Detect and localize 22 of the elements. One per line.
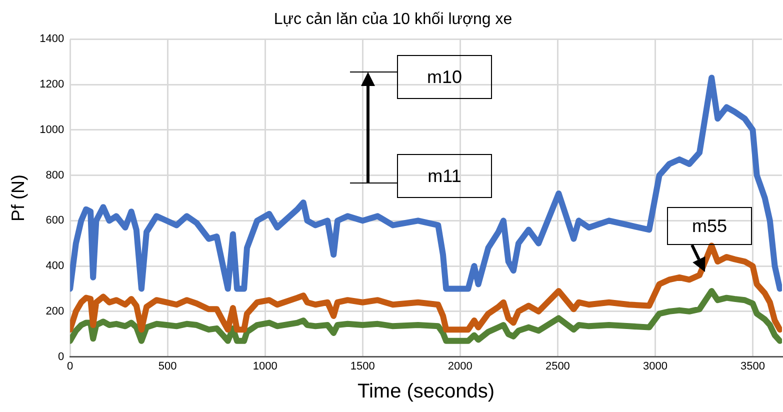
x-tick-label: 3500 — [740, 360, 765, 372]
chart-title: Lực cản lăn của 10 khối lượng xe — [274, 11, 512, 28]
y-tick-label: 1000 — [40, 124, 64, 136]
annotation: m10 — [397, 55, 492, 99]
y-tick-label: 1200 — [40, 78, 64, 91]
y-tick-label: 1400 — [40, 33, 64, 46]
x-tick-label: 2500 — [545, 360, 570, 372]
x-tick-label: 1500 — [350, 360, 375, 372]
y-axis-title: Pf (N) — [8, 174, 28, 222]
x-tick-label: 3000 — [642, 360, 668, 372]
y-tick-label: 400 — [46, 260, 64, 272]
annotation: m55 — [667, 207, 752, 245]
x-tick-label: 500 — [158, 360, 177, 372]
y-tick-label: 200 — [46, 305, 64, 318]
y-tick-label: 600 — [46, 214, 64, 227]
y-tick-label: 800 — [46, 169, 64, 182]
x-axis-title: Time (seconds) — [357, 380, 495, 403]
x-tick-label: 2000 — [448, 360, 472, 372]
annotation: m11 — [397, 154, 492, 198]
x-tick-label: 1000 — [252, 360, 278, 372]
x-tick-label: 0 — [67, 360, 74, 372]
y-tick-label: 0 — [58, 350, 64, 363]
